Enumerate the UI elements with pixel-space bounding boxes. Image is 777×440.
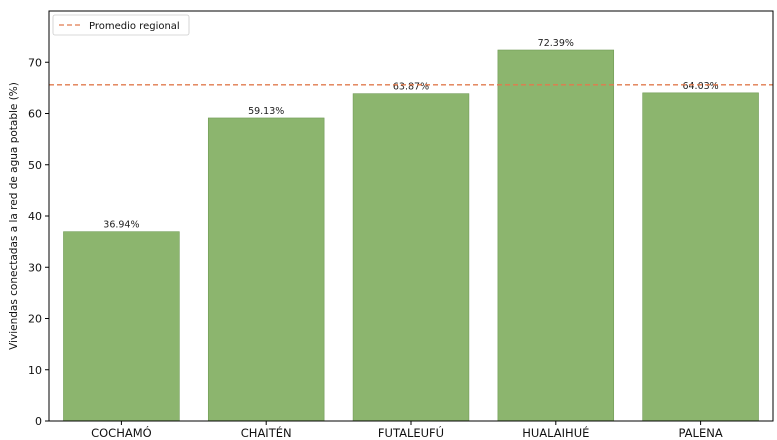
bar-3 [497,49,615,422]
legend-entry: Promedio regional [89,21,180,32]
bars-group [63,49,759,422]
x-axis: COCHAMÓ CHAITÉN FUTALEUFÚ HUALAIHUÉ PALENA [91,421,723,440]
x-tick-label: PALENA [678,426,722,440]
x-tick-label: HUALAIHUÉ [522,425,589,440]
y-tick-label: 60 [28,108,42,121]
y-axis-label: Viviendas conectadas a la red de agua po… [8,82,20,350]
legend-box [52,14,190,36]
bar-value-label: 59.13% [248,106,284,117]
y-tick-label: 30 [28,261,42,274]
x-tick-label: FUTALEUFÚ [378,425,444,440]
y-tick-label: 20 [28,313,42,326]
bar-value-label: 64.03% [682,81,718,92]
y-tick-label: 40 [28,210,42,223]
bar-0 [63,231,180,422]
y-tick-label: 50 [28,159,42,172]
x-tick-label: CHAITÉN [241,425,292,440]
bar-value-label: 36.94% [103,220,139,231]
x-tick-label: COCHAMÓ [91,425,152,440]
bar-2 [352,93,470,422]
y-axis: 0 10 20 30 40 50 60 70 [28,56,49,428]
bar-value-label: 63.87% [393,82,429,93]
bar-value-label: 72.39% [538,38,574,49]
y-tick-label: 10 [28,364,42,377]
y-tick-label: 70 [28,56,42,69]
bar-4 [642,92,759,422]
bar-1 [207,117,325,422]
y-tick-label: 0 [35,415,42,428]
legend: Promedio regional [52,14,190,36]
value-labels-group: 36.94% 59.13% 63.87% 72.39% 64.03% [103,38,718,231]
